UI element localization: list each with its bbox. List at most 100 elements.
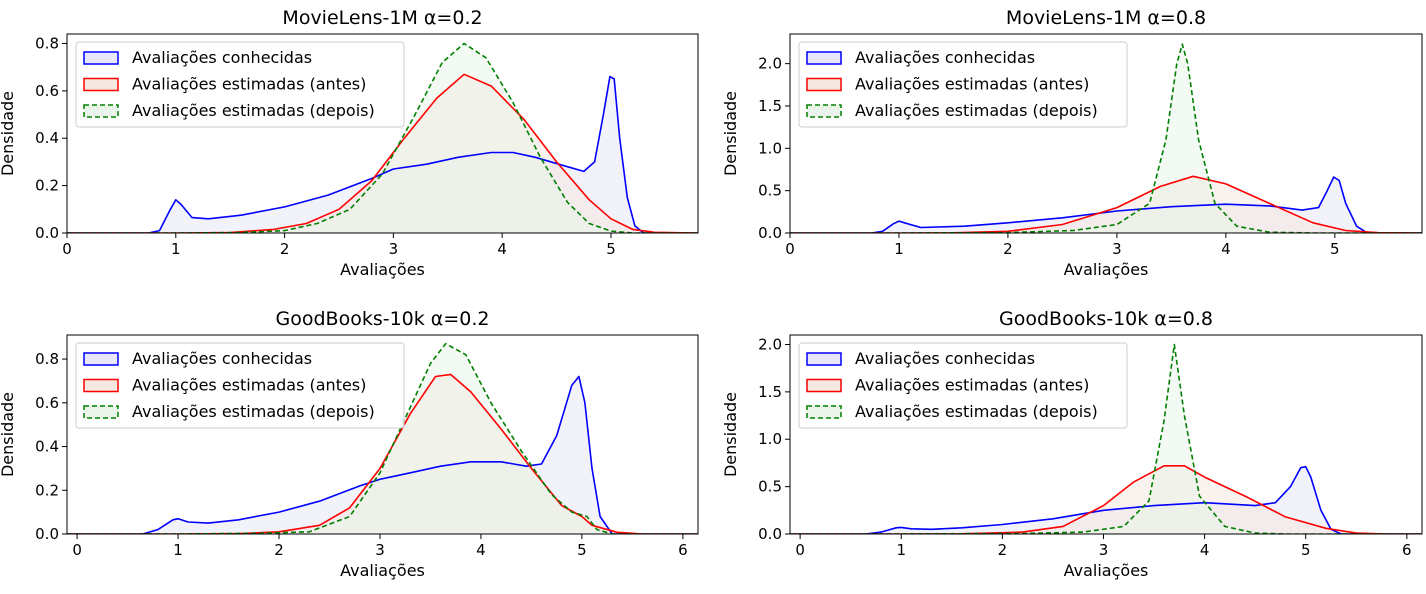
y-tick-label: 0.0 (35, 525, 59, 543)
x-tick-label: 3 (1112, 240, 1122, 258)
x-tick-label: 1 (171, 240, 181, 258)
y-tick-label: 2.0 (758, 55, 782, 73)
x-tick-label: 2 (998, 541, 1008, 559)
y-tick-label: 0.5 (758, 182, 782, 200)
y-tick-label: 1.5 (758, 97, 782, 115)
axes-frame (66, 33, 699, 234)
series-after-line (67, 42, 698, 233)
legend-label-after: Avaliações estimadas (depois) (855, 402, 1098, 421)
legend-label-before: Avaliações estimadas (antes) (855, 75, 1089, 94)
axes-frame (789, 33, 1423, 234)
chart-title: GoodBooks-10k α=0.8 (999, 308, 1213, 330)
series-before-line (67, 73, 698, 233)
y-axis-label: Densidade (721, 91, 740, 176)
y-tick-label: 0.5 (758, 478, 782, 496)
x-tick-label: 3 (1099, 541, 1109, 559)
x-tick-label: 2 (1003, 240, 1013, 258)
y-tick-label: 1.5 (758, 383, 782, 401)
legend-box (798, 342, 1128, 429)
legend-label-after: Avaliações estimadas (depois) (132, 402, 375, 421)
legend-box (798, 41, 1128, 128)
x-axis-label: Avaliações (1064, 260, 1149, 279)
x-tick-label: 6 (1402, 541, 1412, 559)
series-known-line (790, 176, 1422, 233)
x-tick-label: 4 (1221, 240, 1231, 258)
legend-box (75, 41, 405, 128)
plot-area (67, 42, 698, 233)
x-tick-label: 0 (72, 541, 82, 559)
legend-swatch-after (806, 405, 842, 419)
legend: Avaliações conhecidas Avaliações estimada… (798, 342, 1128, 429)
chart-title: MovieLens-1M α=0.2 (282, 7, 482, 29)
x-axis-label: Avaliações (1064, 561, 1149, 580)
y-tick-label: 0.0 (35, 224, 59, 242)
legend-label-after: Avaliações estimadas (depois) (132, 101, 375, 120)
x-tick-label: 5 (577, 541, 587, 559)
y-tick-label: 0.6 (35, 394, 59, 412)
x-tick-label: 2 (274, 541, 284, 559)
x-tick-label: 2 (280, 240, 290, 258)
y-tick-label: 1.0 (758, 430, 782, 448)
legend-label-after: Avaliações estimadas (depois) (855, 101, 1098, 120)
series-before-fill (901, 465, 1387, 534)
x-tick-label: 4 (1200, 541, 1210, 559)
legend-swatch-after (806, 104, 842, 118)
y-tick-label: 0.0 (758, 224, 782, 242)
plot-area (790, 343, 1422, 534)
axes-frame (66, 334, 699, 535)
chart-panel-1: 0 1 2 3 4 5 0.0 0.2 0.4 0.6 0.8 MovieLens-1M α=0.2 A… (0, 7, 699, 279)
legend-swatch-after (83, 405, 119, 419)
x-tick-label: 5 (1330, 240, 1340, 258)
series-known-line (790, 465, 1422, 534)
legend-swatch-before (806, 378, 842, 393)
x-tick-label: 0 (785, 240, 795, 258)
legend-label-before: Avaliações estimadas (antes) (855, 376, 1089, 395)
x-tick-label: 5 (1301, 541, 1311, 559)
legend-swatch-before (806, 77, 842, 92)
legend-swatch-known (806, 51, 842, 65)
legend-label-before: Avaliações estimadas (antes) (132, 376, 366, 395)
x-tick-label: 0 (62, 240, 72, 258)
legend-swatch-before (83, 77, 119, 92)
legend: Avaliações conhecidas Avaliações estimada… (75, 342, 405, 429)
series-after-line (790, 343, 1422, 534)
legend-swatch-known (83, 352, 119, 366)
legend-box (75, 342, 405, 429)
series-before-line (67, 373, 698, 534)
y-tick-label: 0.2 (35, 177, 59, 195)
x-tick-label: 6 (678, 541, 688, 559)
series-known-line (67, 75, 698, 233)
x-tick-label: 3 (375, 541, 385, 559)
y-axis-label: Densidade (0, 392, 17, 477)
y-tick-label: 1.0 (758, 139, 782, 157)
series-after-fill (178, 343, 613, 534)
legend-label-known: Avaliações conhecidas (855, 349, 1035, 368)
y-tick-label: 2.0 (758, 335, 782, 353)
x-tick-label: 1 (173, 541, 183, 559)
legend-label-known: Avaliações conhecidas (132, 48, 312, 67)
y-axis-label: Densidade (721, 392, 740, 477)
series-after-line (790, 43, 1422, 233)
x-axis-label: Avaliações (340, 260, 425, 279)
chart-panel-2: 0 1 2 3 4 5 0.0 0.5 1.0 1.5 2.0 MovieLens-1M α=0.8 A… (721, 7, 1423, 279)
x-tick-label: 5 (606, 240, 616, 258)
series-after-fill (901, 344, 1286, 534)
chart-title: MovieLens-1M α=0.8 (1006, 7, 1206, 29)
y-tick-label: 0.8 (35, 350, 59, 368)
legend-swatch-known (83, 51, 119, 65)
legend: Avaliações conhecidas Avaliações estimada… (798, 41, 1128, 128)
y-axis-label: Densidade (0, 91, 17, 176)
legend-label-known: Avaliações conhecidas (132, 349, 312, 368)
legend-label-before: Avaliações estimadas (antes) (132, 75, 366, 94)
x-tick-label: 1 (894, 240, 904, 258)
legend: Avaliações conhecidas Avaliações estimada… (75, 41, 405, 128)
series-after-fill (186, 43, 633, 233)
y-tick-label: 0.2 (35, 481, 59, 499)
legend-label-known: Avaliações conhecidas (855, 48, 1035, 67)
plot-area (67, 342, 698, 534)
x-tick-label: 1 (896, 541, 906, 559)
chart-panel-3: 0 1 2 3 4 5 6 0.0 0.2 0.4 0.6 0.8 GoodBooks-10k α=0.… (0, 308, 699, 580)
chart-panel-4: 0 1 2 3 4 5 6 0.0 0.5 1.0 1.5 2.0 GoodBooks-10k α=0.… (721, 308, 1423, 580)
x-axis-label: Avaliações (340, 561, 425, 580)
